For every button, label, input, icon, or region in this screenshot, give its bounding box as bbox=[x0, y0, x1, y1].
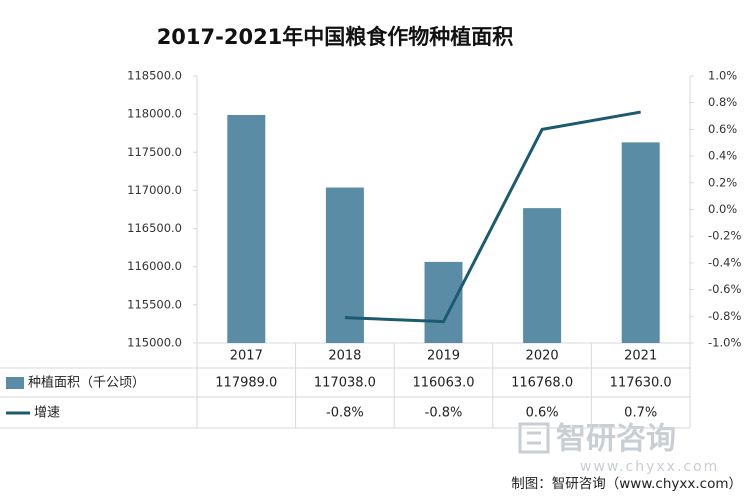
table-value: 117038.0 bbox=[314, 376, 376, 391]
y-tick-label: 118000.0 bbox=[127, 107, 182, 121]
bar bbox=[424, 261, 463, 343]
bar bbox=[621, 142, 660, 343]
watermark-url: www.chyxx.com bbox=[580, 459, 719, 475]
table-value: -0.8% bbox=[326, 406, 364, 421]
y-tick-label: 116000.0 bbox=[127, 259, 182, 273]
legend-label: 增速 bbox=[34, 406, 60, 421]
y2-tick-label: -0.8% bbox=[708, 309, 741, 323]
legend-label: 种植面积（千公顷） bbox=[28, 376, 145, 391]
y2-tick-label: 1.0% bbox=[708, 69, 737, 83]
bar bbox=[523, 208, 562, 343]
x-tick-label: 2020 bbox=[526, 349, 559, 364]
y2-tick-label: -0.6% bbox=[708, 282, 741, 296]
watermark-name: 智研咨询 bbox=[556, 422, 676, 457]
table-value: 117630.0 bbox=[610, 376, 672, 391]
x-tick-label: 2017 bbox=[230, 349, 263, 364]
table-value: 116768.0 bbox=[511, 376, 573, 391]
watermark-logo bbox=[518, 422, 550, 454]
y2-tick-label: 0.0% bbox=[708, 202, 737, 216]
y2-tick-label: -0.4% bbox=[708, 255, 741, 269]
x-tick-label: 2021 bbox=[624, 349, 657, 364]
y2-tick-label: -1.0% bbox=[708, 336, 741, 350]
line bbox=[344, 110, 641, 324]
y2-tick-label: 0.4% bbox=[708, 149, 737, 163]
table-value: 117989.0 bbox=[215, 376, 277, 391]
y2-tick-label: 0.2% bbox=[708, 175, 737, 189]
bar bbox=[325, 187, 364, 343]
y-tick-label: 117500.0 bbox=[127, 145, 182, 159]
x-tick-label: 2019 bbox=[427, 349, 460, 364]
table-value: -0.8% bbox=[425, 406, 463, 421]
y-tick-label: 115500.0 bbox=[127, 297, 182, 311]
y-tick-label: 116500.0 bbox=[127, 221, 182, 235]
y-tick-label: 117000.0 bbox=[127, 183, 182, 197]
x-tick-label: 2018 bbox=[328, 349, 361, 364]
bar bbox=[227, 114, 266, 344]
chart-title: 2017-2021年中国粮食作物种植面积 bbox=[157, 25, 514, 49]
table-value: 0.6% bbox=[526, 406, 559, 421]
table-value: 116063.0 bbox=[412, 376, 474, 391]
y2-tick-label: 0.8% bbox=[708, 95, 737, 109]
y-tick-label: 115000.0 bbox=[127, 336, 182, 350]
y2-tick-label: 0.6% bbox=[708, 122, 737, 136]
table-value: 0.7% bbox=[624, 406, 657, 421]
y-tick-label: 118500.0 bbox=[127, 69, 182, 83]
source: 制图：智研咨询（www.chyxx.com） bbox=[511, 476, 742, 492]
legend-swatch bbox=[6, 377, 24, 389]
y2-tick-label: -0.2% bbox=[708, 229, 741, 243]
